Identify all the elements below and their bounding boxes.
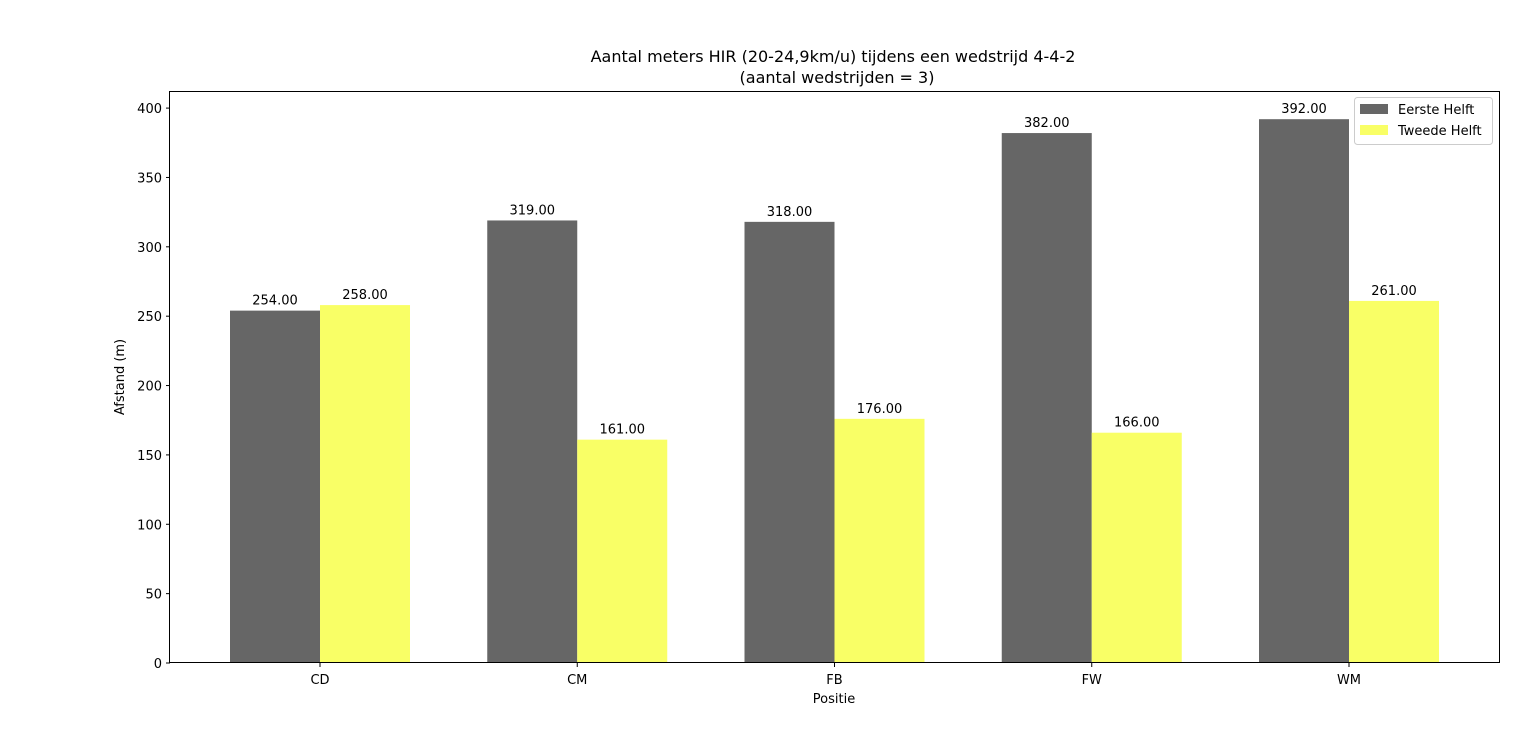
bar-label-eerste-helft-fb: 318.00 bbox=[767, 205, 813, 220]
bar-eerste-helft-cd bbox=[230, 310, 320, 663]
x-tick-label-cm: CM bbox=[567, 673, 587, 688]
bar-eerste-helft-fb bbox=[744, 221, 835, 664]
bar-tweede-helft-fb bbox=[834, 418, 925, 663]
y-tick-label: 0 bbox=[154, 657, 162, 672]
legend-box bbox=[1354, 97, 1493, 145]
bar-label-eerste-helft-wm: 392.00 bbox=[1281, 102, 1327, 117]
x-axis-ticks: CD CM FB FW WM bbox=[310, 663, 1361, 688]
legend: Eerste Helft Tweede Helft bbox=[1354, 97, 1493, 145]
x-tick-label-wm: WM bbox=[1337, 673, 1361, 688]
bar-label-tweede-helft-fb: 176.00 bbox=[857, 402, 903, 417]
y-tick-label: 100 bbox=[137, 518, 162, 533]
bar-label-tweede-helft-wm: 261.00 bbox=[1371, 284, 1417, 299]
bar-eerste-helft-fw bbox=[1001, 133, 1092, 663]
plot-frame bbox=[169, 91, 1500, 663]
legend-swatch-tweede-helft bbox=[1360, 125, 1388, 135]
x-tick-label-cd: CD bbox=[310, 673, 329, 688]
x-axis-label: Positie bbox=[813, 692, 855, 707]
x-tick-label-fw: FW bbox=[1082, 673, 1102, 688]
legend-label-tweede-helft: Tweede Helft bbox=[1397, 124, 1482, 139]
bar-label-eerste-helft-cm: 319.00 bbox=[510, 203, 556, 218]
legend-label-eerste-helft: Eerste Helft bbox=[1398, 103, 1474, 118]
y-tick-label: 400 bbox=[137, 102, 162, 117]
bar-tweede-helft-cm bbox=[577, 439, 668, 663]
bar-eerste-helft-wm bbox=[1259, 119, 1349, 663]
y-tick-label: 250 bbox=[137, 310, 162, 325]
bar-eerste-helft-cm bbox=[487, 220, 578, 663]
bar-label-tweede-helft-cm: 161.00 bbox=[600, 423, 646, 438]
bar-label-eerste-helft-fw: 382.00 bbox=[1024, 116, 1070, 131]
legend-swatch-eerste-helft bbox=[1360, 104, 1388, 114]
bar-tweede-helft-cd bbox=[320, 305, 410, 663]
bar-tweede-helft-wm bbox=[1349, 300, 1439, 663]
bar-tweede-helft-fw bbox=[1091, 432, 1182, 663]
y-axis-ticks: 0 50 100 150 200 250 300 350 400 bbox=[137, 102, 170, 672]
bar-labels-group: 254.00 319.00 318.00 382.00 392.00 258.00 161.… bbox=[252, 102, 1417, 437]
bar-label-tweede-helft-fw: 166.00 bbox=[1114, 416, 1160, 431]
bar-label-tweede-helft-cd: 258.00 bbox=[342, 288, 388, 303]
chart-subtitle: (aantal wedstrijden = 3) bbox=[740, 68, 935, 87]
y-tick-label: 150 bbox=[137, 449, 162, 464]
y-tick-label: 300 bbox=[137, 241, 162, 256]
y-tick-label: 200 bbox=[137, 380, 162, 395]
y-axis-label: Afstand (m) bbox=[113, 339, 128, 415]
bars-group bbox=[230, 119, 1439, 664]
y-tick-label: 50 bbox=[145, 588, 162, 603]
x-tick-label-fb: FB bbox=[826, 673, 842, 688]
chart-title: Aantal meters HIR (20-24,9km/u) tijdens … bbox=[591, 47, 1076, 66]
y-tick-label: 350 bbox=[137, 171, 162, 186]
bar-label-eerste-helft-cd: 254.00 bbox=[252, 294, 298, 309]
